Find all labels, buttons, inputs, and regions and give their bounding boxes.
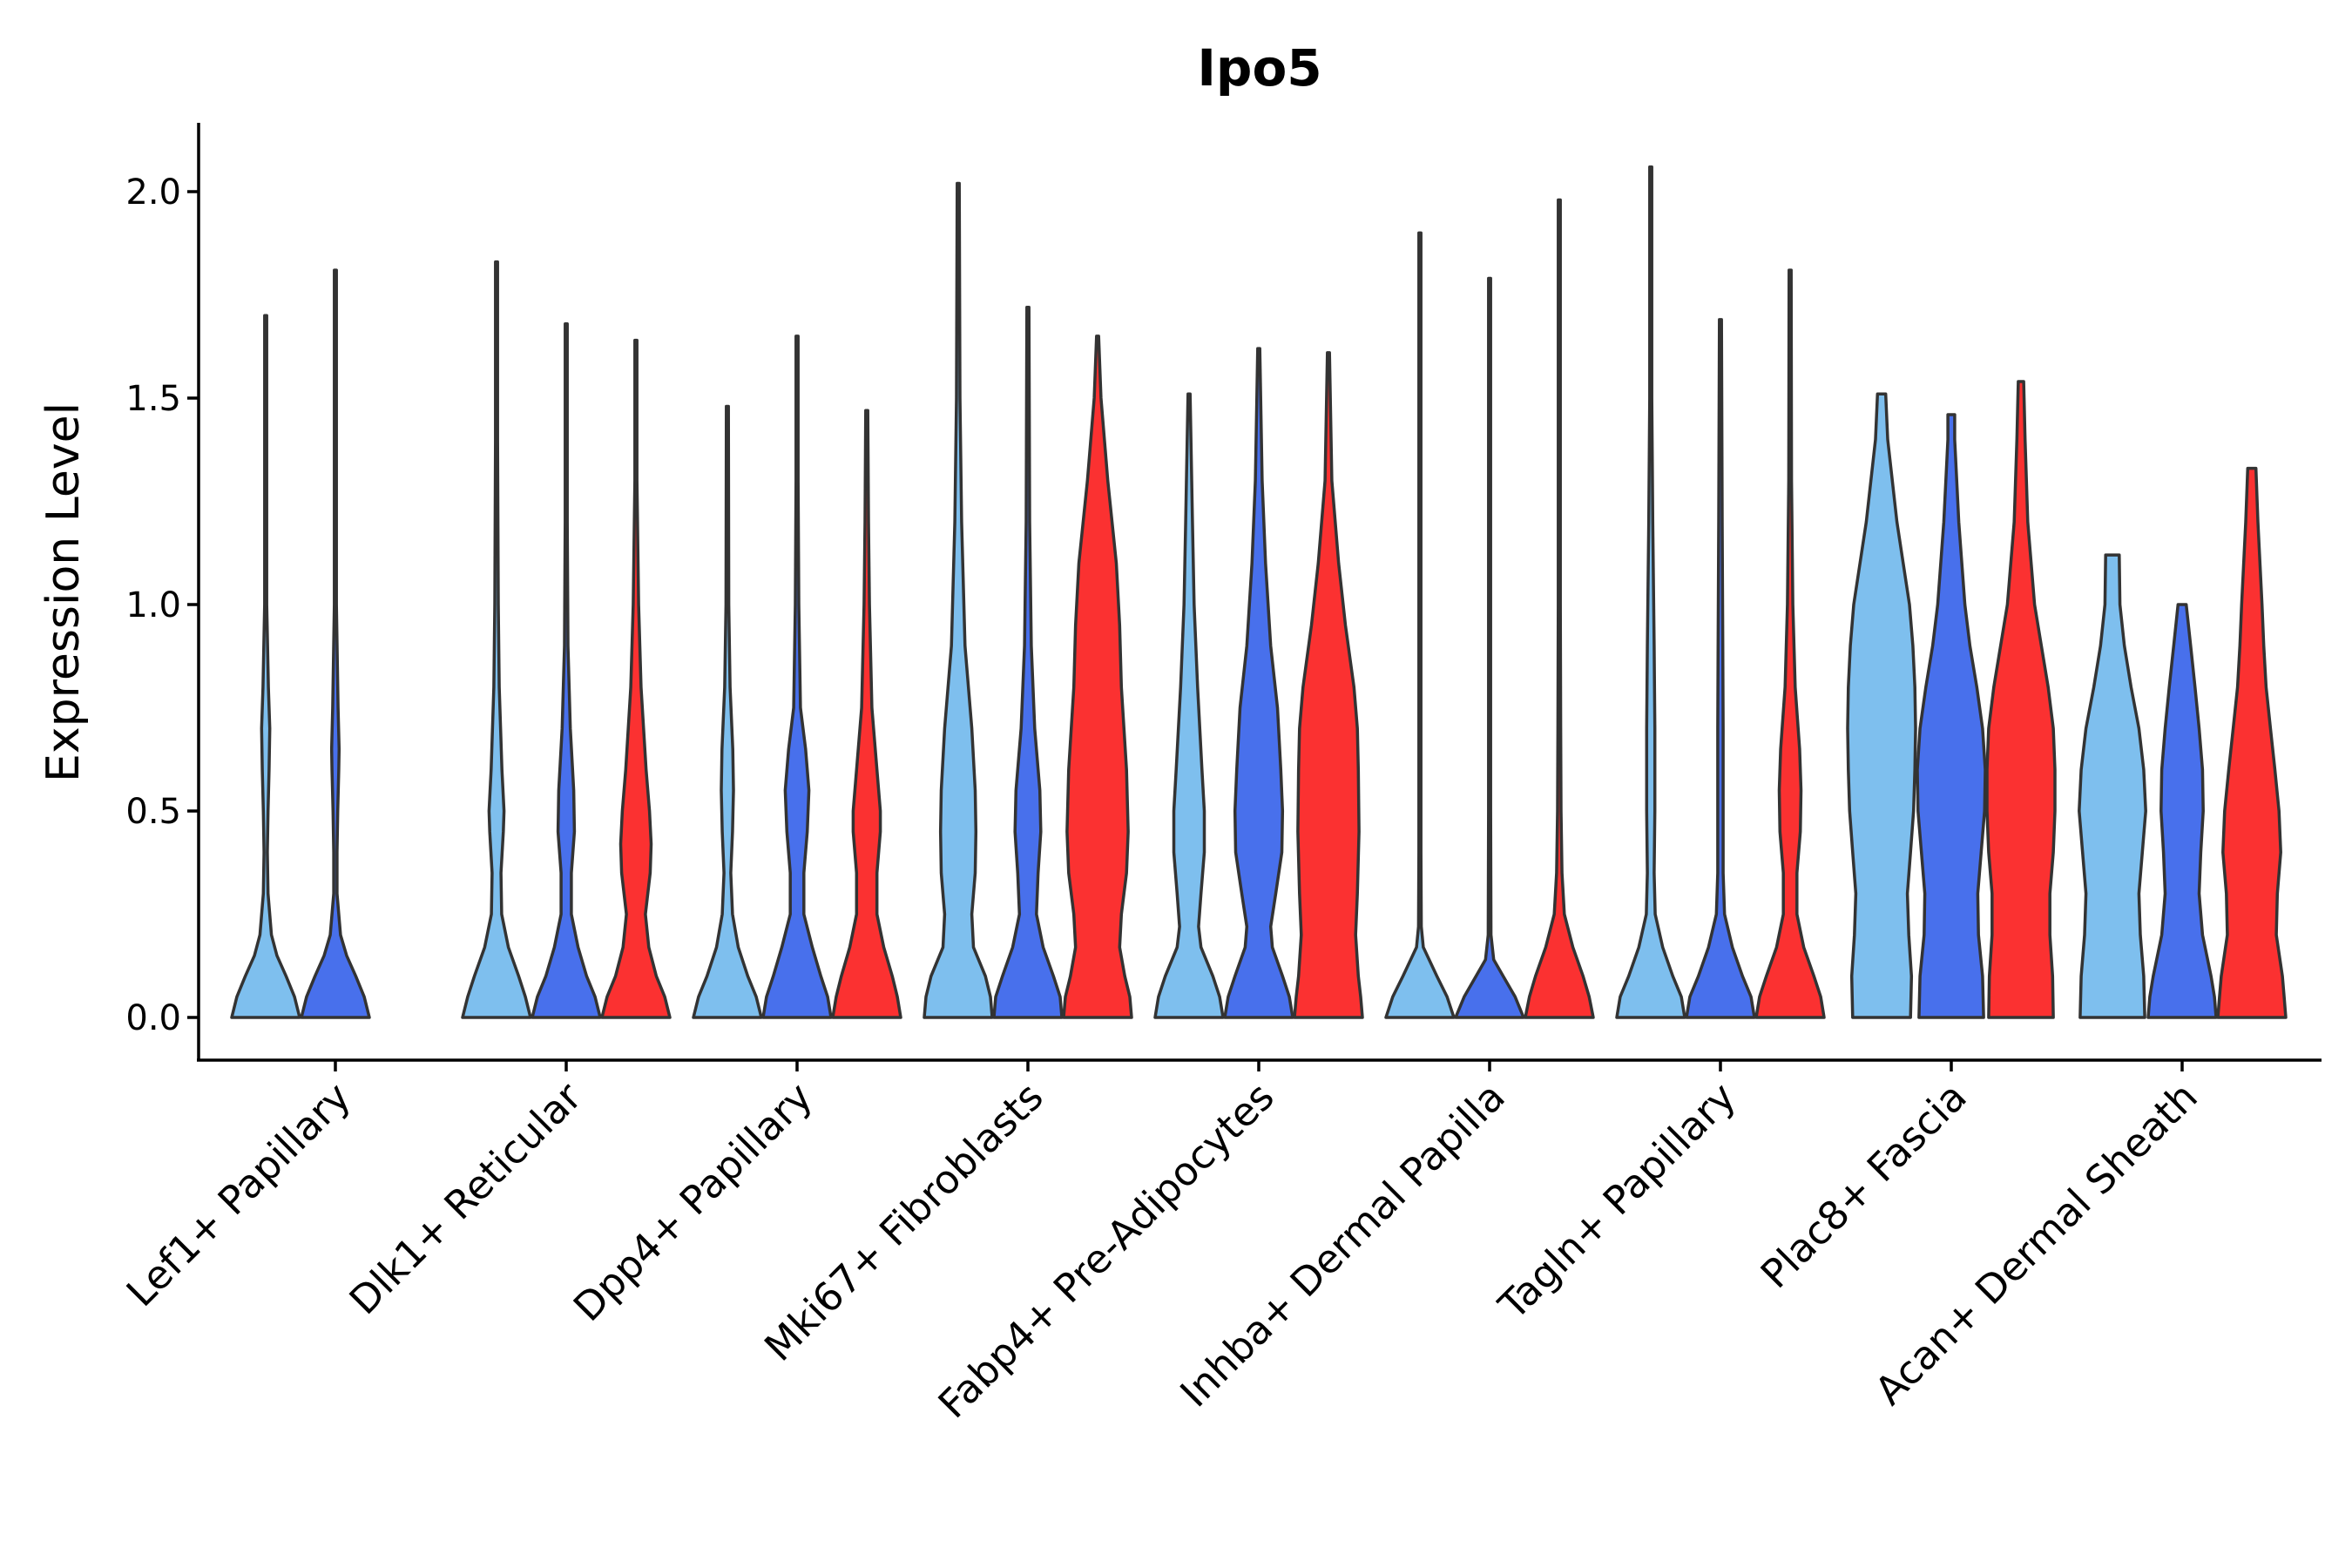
y-ticks: 0.0 0.5 1.0 1.5 2.0 bbox=[125, 172, 199, 1038]
violin-acan-dermal-sheath-series-1 bbox=[2146, 603, 2218, 1019]
x-tick-label: Plac8+ Fascia bbox=[1752, 1073, 1976, 1297]
violin-acan-dermal-sheath-series-2 bbox=[2216, 466, 2288, 1019]
y-tick-label: 1.0 bbox=[125, 585, 181, 625]
violin-fabp4-pre-adipocytes-series-0 bbox=[1153, 392, 1225, 1019]
violin-dpp4-papillary-series-2 bbox=[831, 409, 902, 1019]
violin-fabp4-pre-adipocytes-series-2 bbox=[1293, 351, 1364, 1019]
violin-mki67-fibroblasts-series-0 bbox=[923, 181, 994, 1019]
violin-tagln-papillary-series-1 bbox=[1685, 318, 1756, 1019]
violin-inhba-dermal-papilla-series-0 bbox=[1384, 231, 1456, 1019]
violin-tagln-papillary-series-0 bbox=[1615, 165, 1686, 1019]
violin-plac8-fascia-series-1 bbox=[1916, 413, 1987, 1019]
violin-plac8-fascia-series-0 bbox=[1846, 392, 1917, 1019]
violin-dlk1-reticular-series-1 bbox=[531, 321, 602, 1019]
chart-title: Ipo5 bbox=[1197, 38, 1321, 98]
violin-dlk1-reticular-series-0 bbox=[461, 260, 532, 1019]
violin-mki67-fibroblasts-series-2 bbox=[1062, 335, 1133, 1019]
y-axis-label: Expression Level bbox=[37, 402, 90, 782]
y-tick-label: 1.5 bbox=[125, 379, 181, 419]
violin-fabp4-pre-adipocytes-series-1 bbox=[1223, 347, 1294, 1019]
violin-plac8-fascia-series-2 bbox=[1985, 380, 2057, 1019]
violin-layer bbox=[230, 165, 2288, 1019]
violin-acan-dermal-sheath-series-0 bbox=[2078, 553, 2147, 1019]
x-tick-label: Dpp4+ Papillary bbox=[564, 1073, 821, 1330]
violin-lef1-papillary-series-0 bbox=[230, 314, 301, 1019]
violin-inhba-dermal-papilla-series-2 bbox=[1524, 198, 1595, 1019]
y-tick-label: 2.0 bbox=[125, 172, 181, 213]
x-tick-label: Tagln+ Papillary bbox=[1490, 1073, 1745, 1328]
x-tick-label: Lef1+ Papillary bbox=[118, 1073, 360, 1315]
y-tick-label: 0.5 bbox=[125, 792, 181, 832]
violin-tagln-papillary-series-2 bbox=[1754, 268, 1826, 1019]
violin-mki67-fibroblasts-series-1 bbox=[992, 305, 1064, 1019]
y-tick-label: 0.0 bbox=[125, 998, 181, 1038]
violin-lef1-papillary-series-1 bbox=[300, 268, 371, 1019]
violin-dpp4-papillary-series-1 bbox=[761, 335, 833, 1019]
x-tick-label: Dlk1+ Reticular bbox=[341, 1073, 591, 1323]
violin-inhba-dermal-papilla-series-1 bbox=[1454, 276, 1525, 1019]
violin-dpp4-papillary-series-0 bbox=[692, 404, 763, 1019]
violin-dlk1-reticular-series-2 bbox=[600, 338, 672, 1019]
